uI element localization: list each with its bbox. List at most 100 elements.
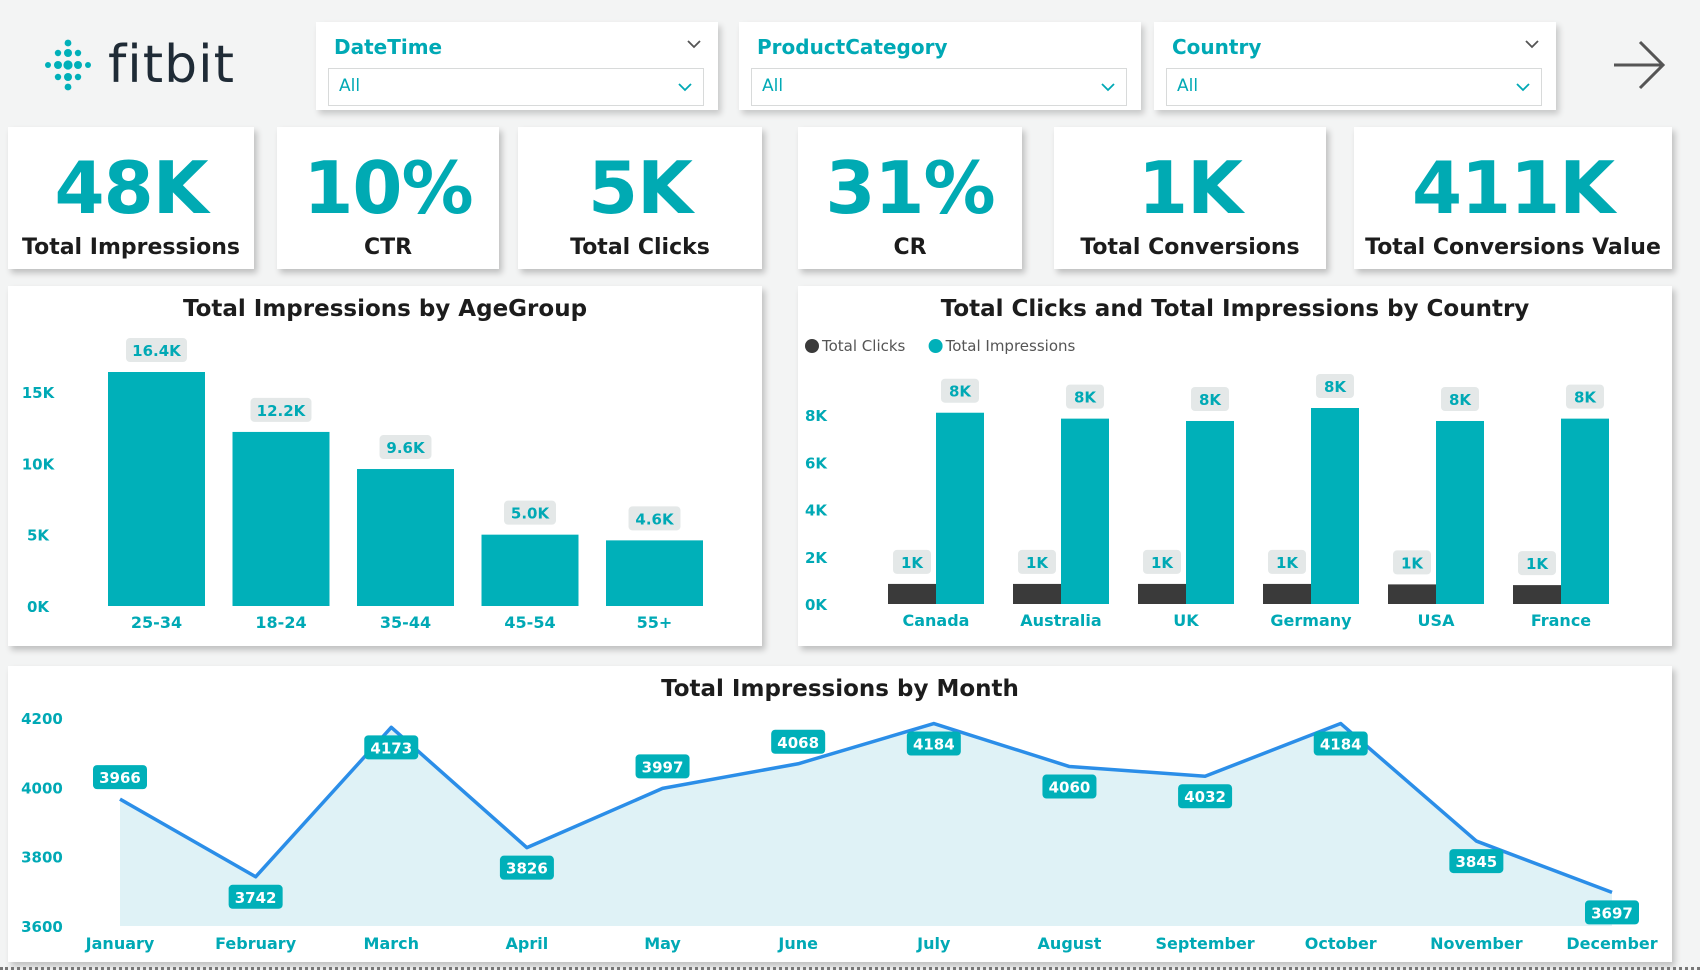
- legend-label: Total Clicks: [821, 337, 906, 355]
- agegroup-bar-chart: 0K 5K 10K 15K 16.4K 25-34 12.2K 18-24 9.6K 35-44 5…: [22, 338, 703, 632]
- kpi-card-total-clicks: 5K Total Clicks: [518, 127, 762, 269]
- data-label-bg: [1143, 549, 1181, 574]
- data-label: 9.6K: [386, 439, 426, 457]
- bar-55+: [606, 540, 703, 606]
- y-tick-label: 6K: [805, 454, 828, 472]
- chevron-down-icon[interactable]: [1515, 79, 1531, 95]
- x-tick-label: Canada: [903, 611, 970, 630]
- data-label: 4173: [370, 739, 412, 757]
- legend-label: Total Impressions: [945, 337, 1076, 355]
- kpi-value: 31%: [825, 146, 995, 230]
- data-label: 1K: [1151, 554, 1174, 572]
- slicer-country[interactable]: Country All: [1154, 22, 1556, 110]
- data-label: 1K: [1026, 554, 1049, 572]
- kpi-value: 411K: [1411, 146, 1615, 230]
- data-label-bg: [1518, 551, 1556, 576]
- kpi-label: Total Impressions: [22, 235, 240, 260]
- data-label-bg: [893, 549, 931, 574]
- data-label: 16.4K: [132, 342, 182, 360]
- data-label: 3742: [235, 889, 277, 907]
- data-label-bg: [906, 731, 961, 756]
- x-tick-label: January: [85, 934, 155, 953]
- chart-card-country: Total Clicks and Total Impressions by Co…: [798, 286, 1672, 646]
- kpi-value: 1K: [1138, 146, 1243, 230]
- slicer-productcategory[interactable]: ProductCategory All: [739, 22, 1141, 110]
- chart-title: Total Impressions by AgeGroup: [182, 296, 588, 322]
- bar-USA-1: [1436, 420, 1484, 604]
- slicer-title: Country: [1172, 35, 1262, 59]
- x-tick-label: September: [1155, 934, 1254, 953]
- data-label-bg: [1191, 386, 1229, 411]
- kpi-value: 5K: [588, 146, 693, 230]
- kpi-card-ctr: 10% CTR: [277, 127, 499, 269]
- data-label-bg: [93, 765, 147, 790]
- x-tick-label: 55+: [637, 613, 673, 632]
- slicer-dropdown[interactable]: All: [751, 68, 1127, 106]
- slicer-dropdown[interactable]: All: [328, 68, 704, 106]
- slicer-value: All: [1177, 76, 1199, 96]
- kpi-label: Total Clicks: [570, 235, 710, 260]
- bar-Australia-0: [1013, 583, 1061, 604]
- data-label-bg: [250, 397, 312, 422]
- chevron-down-icon[interactable]: [1524, 36, 1540, 52]
- chevron-down-icon[interactable]: [686, 36, 702, 52]
- chart-card-agegroup: Total Impressions by AgeGroup 0K 5K 10K 15K…: [8, 286, 762, 646]
- country-clustered-bar-chart: Total Clicks Total Impressions 0K 2K 4K 6K 8K 1…: [805, 337, 1609, 630]
- bar-France-0: [1513, 585, 1561, 604]
- data-label: 3826: [506, 860, 548, 878]
- bar-UK-0: [1138, 583, 1186, 604]
- data-label: 8K: [1449, 391, 1472, 409]
- area-fill: [120, 723, 1612, 926]
- bar-18-24: [232, 431, 330, 606]
- y-tick-label: 4200: [21, 710, 63, 728]
- bar-Canada-0: [888, 583, 936, 604]
- x-tick-label: June: [777, 934, 818, 953]
- x-tick-label: Germany: [1270, 611, 1352, 630]
- data-label-bg: [771, 729, 826, 754]
- bar-France-1: [1561, 418, 1609, 604]
- slicer-dropdown[interactable]: All: [1166, 68, 1542, 106]
- x-tick-label: France: [1531, 611, 1591, 630]
- logo-text: fitbit: [108, 35, 235, 95]
- y-tick-label: 3800: [21, 849, 63, 867]
- y-tick-label: 0K: [805, 596, 828, 614]
- x-tick-label: UK: [1173, 611, 1199, 630]
- x-tick-label: 18-24: [255, 613, 306, 632]
- slicer-title: ProductCategory: [757, 35, 948, 59]
- data-label: 1K: [1276, 554, 1299, 572]
- chevron-down-icon[interactable]: [1100, 79, 1116, 95]
- bar-Germany-1: [1311, 408, 1359, 604]
- data-label: 1K: [1526, 555, 1549, 573]
- chevron-down-icon[interactable]: [677, 79, 693, 95]
- fitbit-dots-icon: [45, 39, 91, 91]
- slicer-value: All: [762, 76, 784, 96]
- data-label: 4184: [1320, 736, 1362, 754]
- bar-Canada-1: [936, 412, 984, 604]
- x-tick-label: USA: [1418, 611, 1456, 630]
- month-area-chart: 3600 3800 4000 4200 3966 January 3742 February 4…: [21, 710, 1658, 953]
- kpi-value: 10%: [303, 146, 473, 230]
- data-label-bg: [1066, 384, 1104, 409]
- bar-UK-1: [1186, 420, 1234, 604]
- y-tick-label: 8K: [805, 407, 828, 425]
- kpi-value: 48K: [54, 146, 209, 230]
- data-label-bg: [379, 435, 432, 460]
- x-tick-label: February: [215, 934, 297, 953]
- page-divider: [0, 964, 1700, 970]
- arrow-right-icon[interactable]: [1610, 36, 1668, 94]
- x-tick-label: Australia: [1020, 611, 1101, 630]
- y-tick-label: 2K: [805, 549, 828, 567]
- data-label: 1K: [901, 554, 924, 572]
- data-label-bg: [628, 506, 681, 531]
- kpi-card-cr: 31% CR: [798, 127, 1022, 269]
- chart-title: Total Impressions by Month: [661, 676, 1019, 702]
- data-label-bg: [1042, 774, 1097, 799]
- legend-marker: [805, 339, 819, 353]
- data-label: 8K: [949, 383, 972, 401]
- slicer-datetime[interactable]: DateTime All: [316, 22, 718, 110]
- x-tick-label: May: [644, 934, 681, 953]
- bar-25-34: [108, 372, 205, 606]
- data-label: 8K: [1199, 391, 1222, 409]
- x-tick-label: 45-54: [504, 613, 555, 632]
- data-label: 3845: [1455, 853, 1497, 871]
